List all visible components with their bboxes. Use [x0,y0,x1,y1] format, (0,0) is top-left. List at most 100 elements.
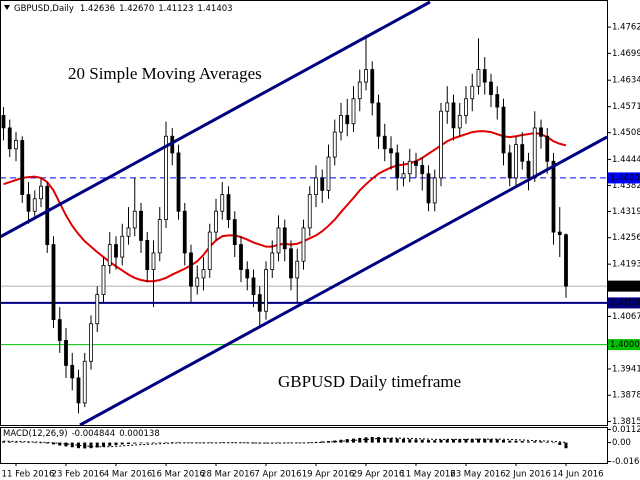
candle-body [295,260,300,279]
candle-body [232,219,237,245]
macd-bar [20,442,24,443]
candle-body [526,160,531,179]
macd-bar [320,441,324,443]
macd-bar [458,439,462,443]
macd-bar [158,442,162,444]
candle-body [270,252,275,270]
x-tick-label: 19 Apr 2016 [302,470,355,480]
level-label-box [608,339,640,351]
candle-body [395,152,400,179]
candle-body [95,294,100,325]
x-tick-label: 11 May 2016 [400,470,455,480]
macd-bar [189,442,193,444]
macd-bar [402,438,405,443]
macd-bar [527,441,530,443]
macd-bar [127,442,130,444]
macd-bar [558,442,562,445]
channel-lower [79,135,608,427]
macd-bar [102,442,105,447]
macd-bar [383,437,387,443]
bid-label-box [608,280,640,292]
candle-body [326,156,331,191]
macd-bar [433,440,437,443]
macd-bar [145,442,149,444]
candle-body [564,234,568,287]
y-tick-label: 1.43195 [612,207,640,217]
macd-bar [470,438,474,443]
candle-body [489,81,493,95]
macd-bar [520,441,524,443]
macd-bar [564,442,568,449]
macd-bar [14,441,18,443]
candle-body [307,194,312,229]
macd-bar [195,442,199,444]
macd-bar [58,442,62,446]
macd-bar [252,442,255,444]
x-tick-label: 2 Jun 2016 [505,470,551,480]
candle-body [57,319,62,341]
macd-bar [2,441,5,443]
candle-body [39,185,43,200]
ohlc-high: 1.42670 [119,4,154,14]
candle-body [414,160,418,166]
candle-body [76,377,81,404]
y-tick-label: 1.44445 [612,155,640,165]
candle-body [51,244,56,320]
x-tick-label: 29 Apr 2016 [352,470,405,480]
y-tick-label: 1.39415 [612,364,640,374]
macd-bar [439,439,443,443]
candle-body [201,269,206,279]
candle-body [482,69,487,83]
candle-body [439,110,443,179]
candle-body [276,227,281,254]
candle-body [7,127,12,150]
candle-body [20,140,25,195]
macd-bar [514,440,518,443]
y-tick-label: 1.45085 [612,128,640,138]
macd-bar [408,439,412,443]
y-tick-label: 1.46345 [612,76,640,86]
candle-body [545,135,550,162]
macd-bar [452,439,455,443]
x-tick-label: 23 May 2016 [450,470,505,480]
candle-body [182,210,187,254]
candle-body [420,165,425,175]
macd-bar [170,442,174,443]
macd-bar [45,442,49,444]
y-tick-label: 1.38155 [612,417,640,427]
x-tick-label: 4 Mar 2016 [104,470,152,480]
y-tick-label: 1.38785 [612,391,640,401]
x-tick-label: 14 Jun 2016 [552,470,603,480]
candle-body [82,360,87,404]
macd-bar [208,442,212,444]
candle-body [214,210,218,233]
candle-body [26,194,31,212]
macd-bar [389,438,393,443]
macd-bar [483,438,487,443]
candle-body [132,210,137,229]
candle-body [195,277,200,287]
macd-bar [220,442,224,443]
macd-bar [289,442,293,444]
candle-body [464,98,468,116]
annotation: GBPUSD Daily timeframe [278,372,461,391]
candle-body [32,198,37,212]
candle-body [1,115,6,129]
header-icon [4,5,10,10]
macd-y-tick-label: 0.011236 [612,425,640,435]
candle-body [89,323,93,362]
candle-body [220,194,225,212]
candle-body [432,177,437,204]
macd-bar [8,441,12,443]
ohlc-close: 1.41403 [197,4,232,14]
macd-bar [277,442,280,444]
candle-body [376,102,381,137]
candle-body [64,340,68,366]
candle-body [120,235,125,258]
candle-body [501,106,506,154]
macd-panel-frame [0,427,608,464]
candle-body [139,210,143,241]
main-panel-frame [0,0,608,426]
candle-body [345,115,350,125]
